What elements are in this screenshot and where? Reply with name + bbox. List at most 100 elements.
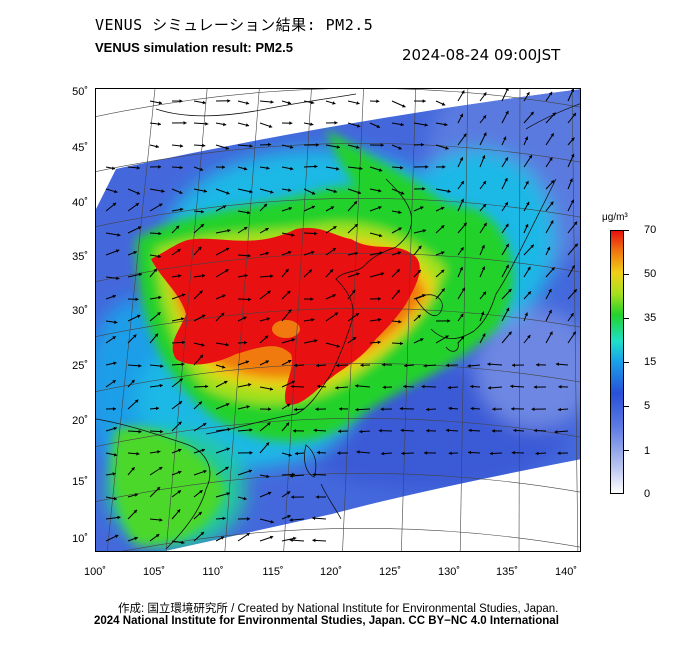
longitude-line bbox=[459, 89, 469, 551]
latitude-line bbox=[96, 89, 580, 117]
wind-arrow-head bbox=[226, 191, 230, 195]
wind-arrow-head bbox=[294, 363, 298, 368]
colorbar-tick-1: 1 bbox=[644, 445, 651, 457]
wind-arrow-head bbox=[332, 101, 336, 105]
wind-arrow-head bbox=[441, 102, 446, 106]
latitude-line bbox=[96, 417, 580, 447]
wind-arrow-head bbox=[136, 166, 140, 170]
wind-arrow-head bbox=[530, 244, 534, 248]
wind-arrow-head bbox=[133, 509, 137, 514]
pm25-map bbox=[95, 88, 581, 552]
wind-arrow-head bbox=[157, 122, 161, 126]
wind-arrow-head bbox=[288, 188, 292, 192]
wind-arrow-head bbox=[311, 318, 315, 322]
wind-arrow-head bbox=[571, 137, 575, 141]
wind-arrow-head bbox=[314, 231, 318, 236]
wind-arrow-head bbox=[287, 514, 291, 519]
wind-arrow-head bbox=[339, 407, 342, 411]
wind-arrow-head bbox=[202, 423, 207, 427]
lat-label-25: 25˚ bbox=[72, 360, 88, 372]
wind-arrow-head bbox=[549, 157, 553, 161]
colorbar-tick-15: 15 bbox=[644, 356, 657, 368]
wind-arrow-head bbox=[504, 178, 508, 182]
wind-arrow-head bbox=[158, 165, 162, 169]
wind-arrow-head bbox=[291, 338, 295, 342]
wind-arrow-head bbox=[468, 450, 472, 455]
wind-arrow-head bbox=[199, 354, 204, 359]
wind-arrow-head bbox=[422, 99, 426, 103]
wind-arrow-head bbox=[422, 229, 427, 233]
wind-arrow-head bbox=[398, 227, 402, 231]
wind-arrow-head bbox=[178, 401, 183, 405]
forecast-timestamp: 2024-08-24 09:00JST bbox=[402, 46, 561, 64]
wind-arrow-head bbox=[179, 144, 184, 148]
wind-arrow-head bbox=[243, 496, 247, 501]
wind-arrow-head bbox=[355, 313, 359, 317]
longitude-line bbox=[283, 89, 312, 551]
wind-arrow-head bbox=[548, 309, 552, 314]
wind-arrow-head bbox=[570, 89, 575, 93]
wind-arrow-head bbox=[399, 341, 403, 346]
wind-arrow-head bbox=[489, 451, 493, 456]
wind-arrow-head bbox=[245, 360, 249, 364]
wind-arrow-head bbox=[112, 380, 116, 384]
wind-arrow-head bbox=[179, 378, 183, 382]
wind-arrow-head bbox=[356, 272, 360, 276]
wind-arrow-head bbox=[223, 122, 227, 127]
credit-line: 作成: 国立環境研究所 / Created by National Instit… bbox=[118, 603, 559, 615]
wind-arrow-head bbox=[402, 104, 406, 108]
wind-arrow-head bbox=[488, 386, 492, 390]
wind-arrow-head bbox=[205, 384, 209, 389]
wind-arrow-head bbox=[246, 517, 250, 521]
wind-arrow-head bbox=[225, 466, 229, 471]
wind-arrow-head bbox=[378, 428, 382, 433]
wind-arrow-head bbox=[505, 110, 509, 115]
wind-arrow-head bbox=[181, 540, 185, 545]
wind-arrow-head bbox=[158, 101, 163, 105]
page-title-english: VENUS simulation result: PM2.5 bbox=[95, 40, 293, 55]
wind-arrow-head bbox=[356, 450, 360, 454]
wind-arrow-head bbox=[198, 246, 202, 251]
wind-arrow-head bbox=[135, 203, 139, 207]
lat-label-10: 10˚ bbox=[72, 533, 88, 545]
wind-arrow-head bbox=[137, 314, 141, 319]
wind-arrow-head bbox=[311, 191, 316, 195]
wind-arrow-head bbox=[444, 122, 448, 127]
latitude-line bbox=[96, 307, 580, 337]
wind-arrow-head bbox=[558, 385, 562, 389]
wind-arrow-head bbox=[313, 428, 317, 433]
wind-arrow-head bbox=[111, 166, 116, 170]
wind-arrow-head bbox=[159, 383, 163, 388]
wind-arrow-head bbox=[527, 266, 531, 271]
wind-arrow-head bbox=[205, 122, 209, 126]
wind-arrow-head bbox=[202, 100, 206, 105]
wind-arrow-head bbox=[508, 289, 512, 293]
wind-arrow-head bbox=[572, 112, 576, 117]
wind-arrow-head bbox=[573, 289, 577, 293]
wind-arrow-head bbox=[131, 379, 135, 384]
longitude-line bbox=[518, 89, 521, 551]
wind-arrow-head bbox=[535, 451, 539, 456]
wind-arrow-head bbox=[154, 333, 158, 337]
wind-arrow-head bbox=[244, 274, 248, 278]
wind-arrow-head bbox=[158, 295, 162, 300]
colorbar-tick-35: 35 bbox=[644, 312, 657, 324]
wind-arrow-head bbox=[459, 157, 463, 161]
wind-arrow-head bbox=[199, 290, 203, 294]
wind-arrow-head bbox=[138, 272, 143, 277]
wind-arrow-head bbox=[380, 143, 384, 147]
wind-arrow-head bbox=[286, 491, 291, 495]
wind-arrow-head bbox=[417, 269, 421, 274]
lat-label-40: 40˚ bbox=[72, 197, 88, 209]
latitude-line bbox=[122, 527, 580, 551]
wind-arrow-head bbox=[287, 360, 292, 364]
wind-arrow-head bbox=[270, 520, 274, 524]
wind-arrow-head bbox=[424, 123, 428, 127]
wind-arrow-head bbox=[179, 207, 184, 212]
wind-arrow-head bbox=[425, 165, 429, 169]
wind-arrow-head bbox=[222, 516, 226, 521]
wind-arrow-head bbox=[531, 407, 535, 411]
wind-arrow-head bbox=[548, 289, 552, 293]
wind-arrow-head bbox=[459, 267, 463, 271]
wind-arrow-head bbox=[311, 205, 315, 209]
